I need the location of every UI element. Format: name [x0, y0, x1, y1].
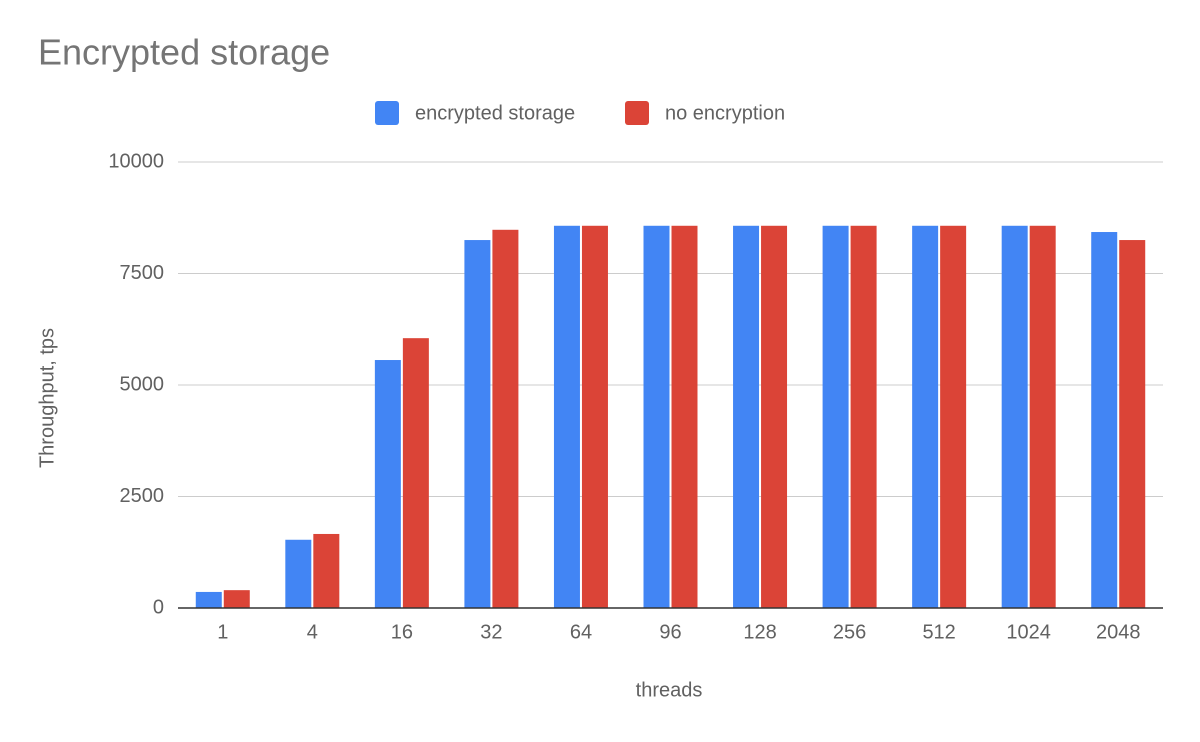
chart-title: Encrypted storage	[38, 32, 330, 73]
x-tick-label: 256	[833, 621, 866, 643]
x-tick-label: 1	[217, 621, 228, 643]
bar	[822, 225, 849, 608]
y-tick-label: 5000	[120, 373, 165, 395]
bar	[581, 225, 608, 608]
bar	[850, 225, 877, 608]
bar	[761, 225, 788, 608]
x-tick-label: 4	[307, 621, 318, 643]
bar	[402, 338, 429, 608]
y-tick-label: 10000	[108, 150, 164, 172]
bar	[553, 225, 580, 608]
x-tick-label: 1024	[1006, 621, 1051, 643]
bar	[733, 225, 760, 608]
x-tick-label: 16	[391, 621, 413, 643]
bar	[223, 590, 250, 608]
bar	[671, 225, 698, 608]
legend-swatch	[375, 101, 399, 125]
y-tick-label: 7500	[120, 262, 165, 284]
bar	[1029, 225, 1056, 608]
y-axis-label: Throughput, tps	[36, 328, 58, 468]
bar	[374, 360, 401, 608]
legend-swatch	[625, 101, 649, 125]
bar	[1001, 225, 1028, 608]
bar	[912, 225, 939, 608]
x-tick-label: 2048	[1096, 621, 1141, 643]
x-tick-label: 96	[659, 621, 681, 643]
bar	[285, 539, 312, 608]
legend-label: no encryption	[665, 102, 785, 124]
x-axis-label: threads	[636, 679, 703, 701]
bar	[643, 225, 670, 608]
bar	[464, 240, 491, 609]
bar	[195, 591, 222, 608]
x-tick-label: 128	[743, 621, 776, 643]
bar	[492, 229, 519, 609]
bar	[313, 533, 340, 608]
y-tick-label: 0	[153, 596, 164, 618]
x-tick-label: 64	[570, 621, 592, 643]
bar	[1119, 240, 1146, 609]
y-tick-label: 2500	[120, 485, 165, 507]
x-tick-label: 512	[922, 621, 955, 643]
x-tick-label: 32	[480, 621, 502, 643]
bar	[1091, 232, 1118, 608]
bar	[940, 225, 967, 608]
legend-label: encrypted storage	[415, 102, 575, 124]
